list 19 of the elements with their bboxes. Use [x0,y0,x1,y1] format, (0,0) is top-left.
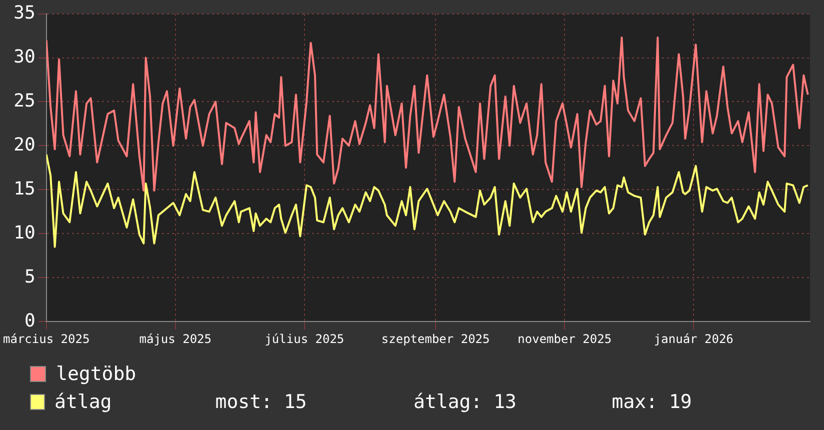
y-tick-label: 25 [14,90,36,112]
y-tick-label: 0 [24,310,36,332]
y-tick-label: 30 [14,46,36,68]
x-tick-label: január 2026 [654,332,734,346]
x-tick-label: május 2025 [139,332,212,346]
text: átlag: 13 [414,391,518,413]
y-tick-label: 20 [14,134,36,156]
x-tick-label: július 2025 [264,332,344,346]
y-tick-label: 15 [14,178,36,200]
y-tick-label: 10 [14,222,36,244]
text: max: 19 [612,391,693,413]
x-tick-label: november 2025 [518,332,612,346]
legend-label: átlag [54,391,113,413]
legend-label: legtöbb [56,363,138,385]
y-tick-label: 35 [14,2,36,24]
text: most: 15 [215,391,308,413]
y-tick-label: 5 [24,266,36,288]
x-tick-label: március 2025 [2,332,90,346]
x-tick-label: szeptember 2025 [381,332,490,346]
